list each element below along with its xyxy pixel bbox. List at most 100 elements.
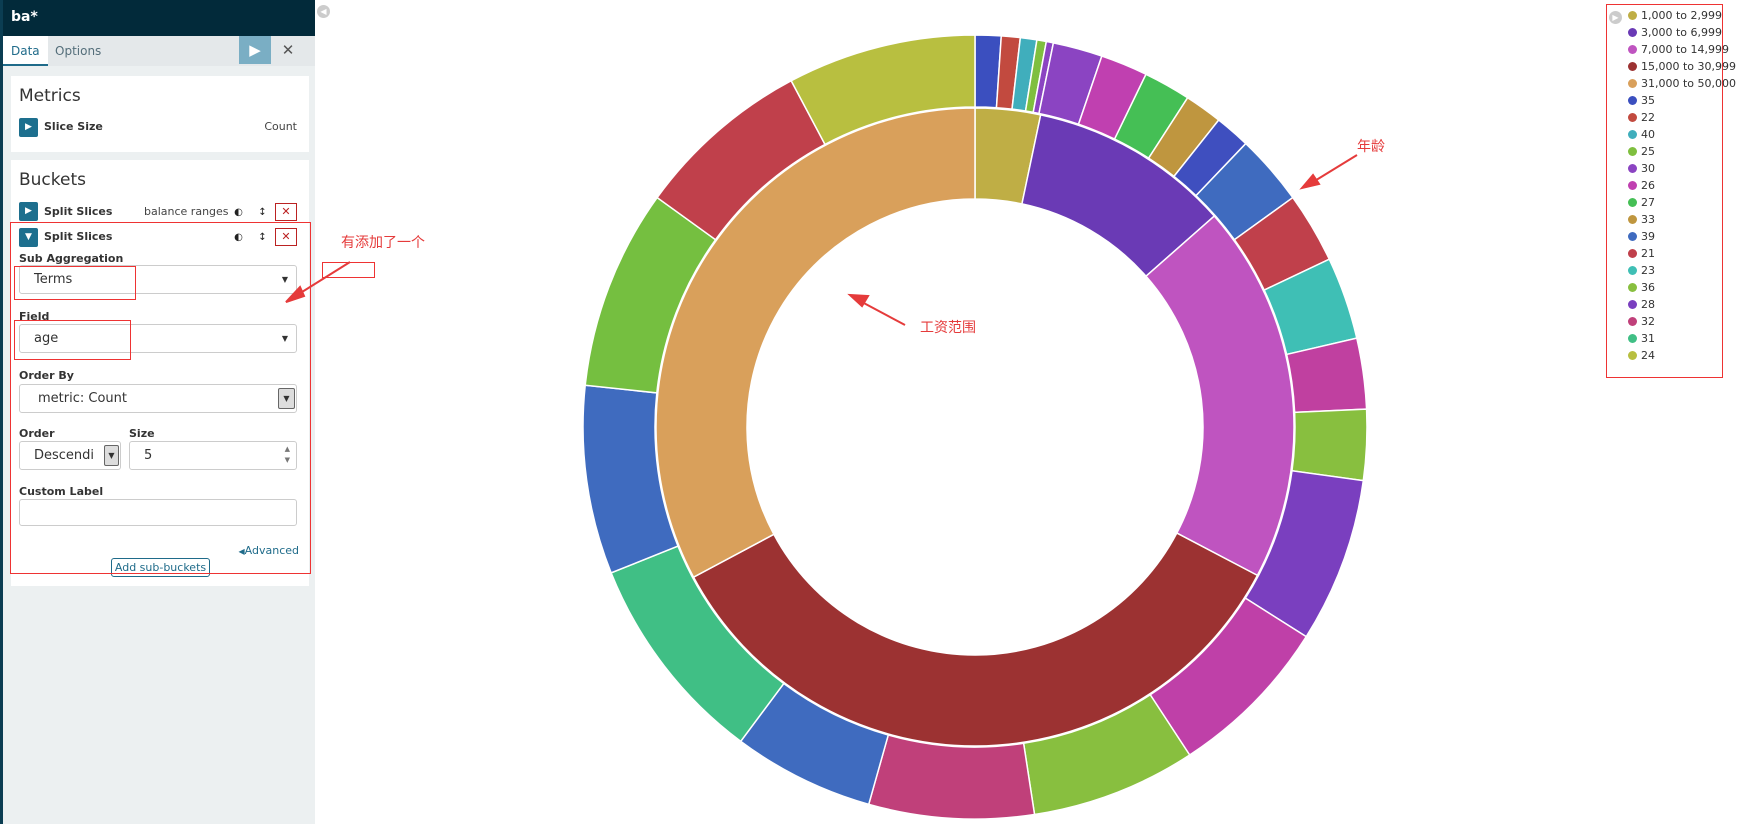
bucket1-remove-button[interactable]: ✕ — [275, 203, 297, 221]
legend-item[interactable]: 40 — [1628, 128, 1655, 143]
legend-item[interactable]: 21 — [1628, 247, 1655, 262]
legend-label: 39 — [1641, 230, 1655, 243]
annotation-salary-range: 工资范围 — [920, 320, 976, 336]
legend-item[interactable]: 26 — [1628, 179, 1655, 194]
tab-options[interactable]: Options — [55, 44, 102, 58]
legend-swatch-icon — [1628, 164, 1637, 173]
editor-sidebar: ba* Data Options ▶ ✕ Metrics ▶ Slice Siz… — [0, 0, 315, 824]
legend-swatch-icon — [1628, 79, 1637, 88]
inner-ring-slice-4[interactable] — [655, 107, 976, 579]
outer-ring-slice-24[interactable] — [790, 34, 976, 146]
legend-label: 33 — [1641, 213, 1655, 226]
annotation-box-legend — [1606, 4, 1723, 378]
bucket2-remove-button[interactable]: ✕ — [275, 228, 297, 246]
legend-item[interactable]: 39 — [1628, 230, 1655, 245]
legend-label: 31,000 to 50,000 — [1641, 77, 1737, 90]
metrics-heading: Metrics — [19, 86, 81, 106]
legend-swatch-icon — [1628, 283, 1637, 292]
legend-item[interactable]: 22 — [1628, 111, 1655, 126]
order-select[interactable]: Descendi ▼ — [19, 441, 121, 470]
bucket2-collapse-button[interactable]: ▼ — [19, 228, 38, 247]
legend-swatch-icon — [1628, 351, 1637, 360]
legend-item[interactable]: 15,000 to 30,999 — [1628, 60, 1736, 75]
add-sub-buckets-button[interactable]: Add sub-buckets — [111, 558, 210, 577]
legend-item[interactable]: 1,000 to 2,999 — [1628, 9, 1722, 24]
legend-label: 22 — [1641, 111, 1655, 124]
bucket2-move-icon[interactable]: ↕ — [258, 232, 267, 243]
legend-swatch-icon — [1628, 28, 1637, 37]
stepper-icon[interactable]: ▲ ▼ — [284, 445, 290, 464]
caret-down-icon: ▼ — [25, 232, 32, 242]
bucket2-toggle-icon[interactable]: ◐ — [234, 232, 243, 243]
close-icon: ✕ — [281, 205, 291, 218]
collapse-sidebar-icon[interactable]: ◀ — [317, 5, 330, 18]
outer-ring-slice-14[interactable] — [1291, 408, 1368, 482]
order-by-value: metric: Count — [38, 391, 127, 406]
close-icon: ✕ — [281, 41, 295, 59]
legend-item[interactable]: 30 — [1628, 162, 1655, 177]
legend-label: 30 — [1641, 162, 1655, 175]
legend-item[interactable]: 36 — [1628, 281, 1655, 296]
size-label: Size — [129, 427, 155, 440]
size-value: 5 — [144, 448, 153, 463]
order-by-select[interactable]: metric: Count ▼ — [19, 384, 297, 413]
chevron-down-icon: ▼ — [104, 445, 119, 466]
legend-item[interactable]: 31,000 to 50,000 — [1628, 77, 1736, 92]
custom-label-input[interactable] — [19, 499, 297, 526]
legend-item[interactable]: 33 — [1628, 213, 1655, 228]
annotation-added: 有添加了一个 — [341, 235, 425, 251]
sub-aggregation-value: Terms — [34, 272, 73, 287]
bucket1-move-icon[interactable]: ↕ — [258, 207, 267, 218]
legend-swatch-icon — [1628, 232, 1637, 241]
legend-label: 7,000 to 14,999 — [1641, 43, 1730, 56]
advanced-link[interactable]: ◀Advanced — [238, 544, 300, 557]
legend-item[interactable]: 23 — [1628, 264, 1655, 279]
bucket1-toggle-icon[interactable]: ◐ — [234, 207, 243, 218]
metric-expand-button[interactable]: ▶ — [19, 118, 38, 137]
custom-label-label: Custom Label — [19, 485, 104, 498]
legend-label: 36 — [1641, 281, 1655, 294]
chevron-down-icon: ▼ — [281, 275, 288, 284]
legend-swatch-icon — [1628, 249, 1637, 258]
legend-swatch-icon — [1628, 198, 1637, 207]
legend-item[interactable]: 32 — [1628, 315, 1655, 330]
legend-label: 32 — [1641, 315, 1655, 328]
legend-item[interactable]: 3,000 to 6,999 — [1628, 26, 1722, 41]
legend-item[interactable]: 35 — [1628, 94, 1655, 109]
legend-swatch-icon — [1628, 215, 1637, 224]
chevron-right-icon[interactable]: ▶ — [1609, 11, 1622, 24]
sub-aggregation-select[interactable]: Terms ▼ — [19, 265, 297, 294]
legend-item[interactable]: 7,000 to 14,999 — [1628, 43, 1729, 58]
order-by-label: Order By — [19, 369, 74, 382]
legend-label: 15,000 to 30,999 — [1641, 60, 1737, 73]
legend-item[interactable]: 31 — [1628, 332, 1655, 347]
legend-swatch-icon — [1628, 334, 1637, 343]
bucket2-label: Split Slices — [44, 230, 113, 243]
outer-ring-slice-18[interactable] — [867, 734, 1036, 820]
discard-button[interactable]: ✕ — [275, 36, 301, 64]
field-select[interactable]: age ▼ — [19, 324, 297, 353]
field-label: Field — [19, 310, 50, 323]
metric-aggregation-value: Count — [264, 120, 297, 133]
legend-label: 24 — [1641, 349, 1655, 362]
legend-item[interactable]: 24 — [1628, 349, 1655, 364]
caret-right-icon: ▶ — [25, 206, 32, 216]
size-input[interactable]: 5 ▲ ▼ — [129, 441, 297, 470]
legend-label: 31 — [1641, 332, 1655, 345]
legend-item[interactable]: 27 — [1628, 196, 1655, 211]
bucket1-summary: balance ranges — [144, 205, 229, 218]
legend-swatch-icon — [1628, 113, 1637, 122]
legend-swatch-icon — [1628, 181, 1637, 190]
order-label: Order — [19, 427, 55, 440]
legend-item[interactable]: 28 — [1628, 298, 1655, 313]
bucket1-expand-button[interactable]: ▶ — [19, 202, 38, 221]
metric-slice-size-label: Slice Size — [44, 120, 103, 133]
inner-ring-slice-3[interactable] — [692, 532, 1259, 747]
legend-swatch-icon — [1628, 11, 1637, 20]
legend-item[interactable]: 25 — [1628, 145, 1655, 160]
legend-swatch-icon — [1628, 266, 1637, 275]
tab-data[interactable]: Data — [3, 36, 48, 66]
bucket1-label: Split Slices — [44, 205, 113, 218]
chevron-down-icon: ▼ — [281, 334, 288, 343]
apply-button[interactable]: ▶ — [239, 36, 271, 64]
